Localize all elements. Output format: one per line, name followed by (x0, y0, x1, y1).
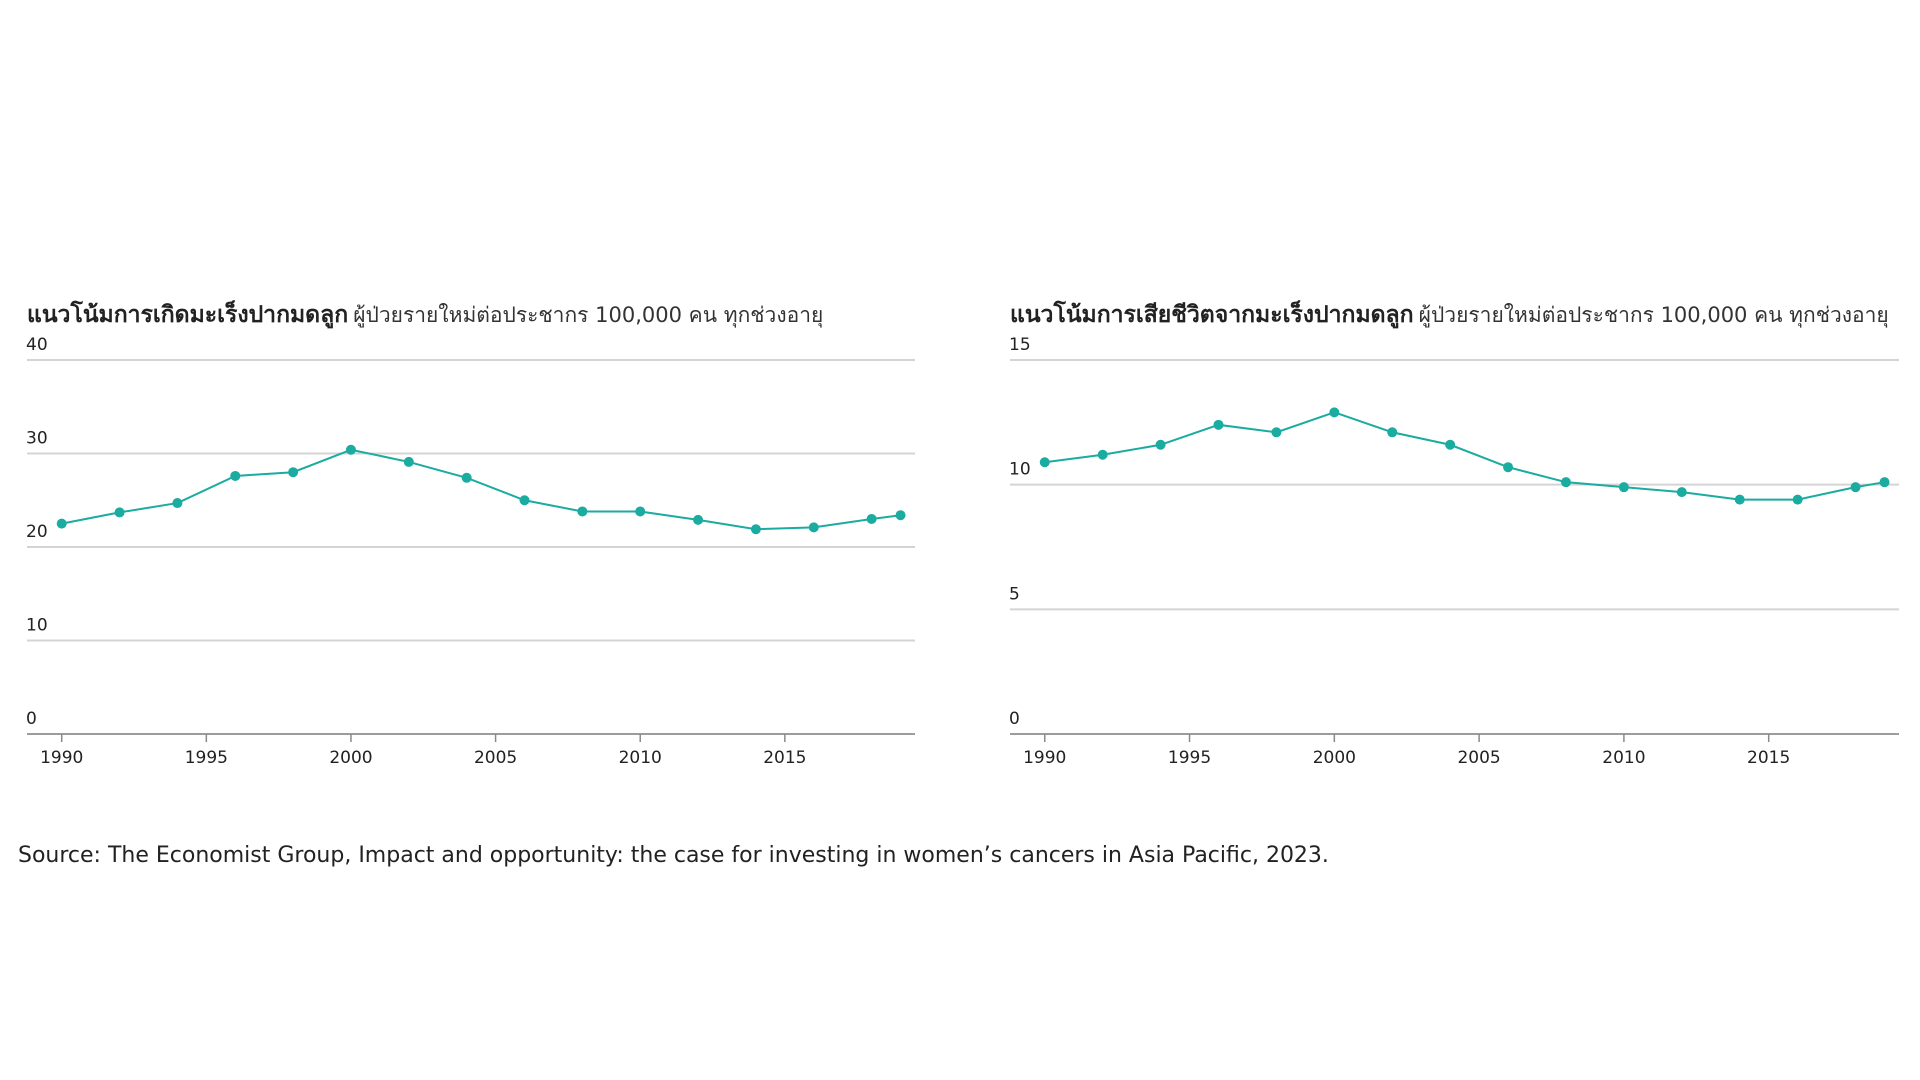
x-tick-label: 2010 (619, 748, 662, 768)
data-point (230, 470, 241, 481)
data-point (1879, 477, 1890, 488)
data-point (895, 510, 906, 521)
data-point (1618, 482, 1629, 493)
y-tick-label: 5 (1009, 584, 1020, 604)
x-tick-label: 2010 (1602, 748, 1645, 768)
data-point (519, 495, 530, 506)
data-point (1445, 439, 1456, 450)
series-line (61, 448, 901, 531)
data-point (1387, 427, 1398, 438)
y-tick-label: 30 (26, 429, 48, 449)
data-point (808, 522, 819, 533)
x-tick-label: 2015 (763, 748, 806, 768)
title-subtitle: ผู้ป่วยรายใหม่ต่อประชากร 100,000 คน ทุกช… (1419, 303, 1889, 328)
x-tick-label: 2015 (1747, 748, 1790, 768)
chart-title: แนวโน้มการเกิดมะเร็งปากมดลูก ผู้ป่วยรายใ… (27, 299, 823, 329)
x-tick-label: 2005 (1457, 748, 1500, 768)
x-tick-label: 1990 (1023, 748, 1066, 768)
source-note: Source: The Economist Group, Impact and … (18, 843, 1329, 868)
y-tick-label: 0 (1009, 709, 1020, 729)
data-point (1560, 477, 1571, 488)
data-point (56, 518, 67, 529)
data-point (577, 506, 588, 517)
data-point (1155, 439, 1166, 450)
data-point (1039, 457, 1050, 468)
data-point (1271, 427, 1282, 438)
y-tick-label: 10 (1009, 460, 1031, 480)
data-point (403, 456, 414, 467)
title-main: แนวโน้มการเสียชีวิตจากมะเร็งปากมดลูก (1010, 299, 1414, 329)
data-point (345, 444, 356, 455)
chart-title: แนวโน้มการเสียชีวิตจากมะเร็งปากมดลูก ผู้… (1010, 299, 1889, 329)
x-tick-label: 1995 (185, 748, 228, 768)
series-line (1044, 411, 1885, 501)
data-point (1676, 487, 1687, 498)
data-point (693, 514, 704, 525)
data-point (114, 507, 125, 518)
y-tick-label: 10 (26, 616, 48, 636)
y-tick-label: 20 (26, 522, 48, 542)
data-point (1503, 462, 1514, 473)
data-point (288, 467, 299, 478)
x-tick-label: 2000 (329, 748, 372, 768)
title-subtitle: ผู้ป่วยรายใหม่ต่อประชากร 100,000 คน ทุกช… (353, 303, 823, 328)
data-point (1097, 449, 1108, 460)
data-point (1213, 419, 1224, 430)
title-main: แนวโน้มการเกิดมะเร็งปากมดลูก (27, 299, 348, 329)
data-point (1850, 482, 1861, 493)
data-point (461, 472, 472, 483)
data-point (172, 498, 183, 509)
data-point (1792, 494, 1803, 505)
data-point (1329, 407, 1340, 418)
x-tick-label: 1990 (40, 748, 83, 768)
data-point (1734, 494, 1745, 505)
data-point (635, 506, 646, 517)
data-point (866, 513, 877, 524)
y-tick-label: 40 (26, 335, 48, 355)
x-tick-label: 1995 (1168, 748, 1211, 768)
data-point (750, 524, 761, 535)
x-tick-label: 2005 (474, 748, 517, 768)
y-tick-label: 0 (26, 709, 37, 729)
y-tick-label: 15 (1009, 335, 1031, 355)
x-tick-label: 2000 (1313, 748, 1356, 768)
